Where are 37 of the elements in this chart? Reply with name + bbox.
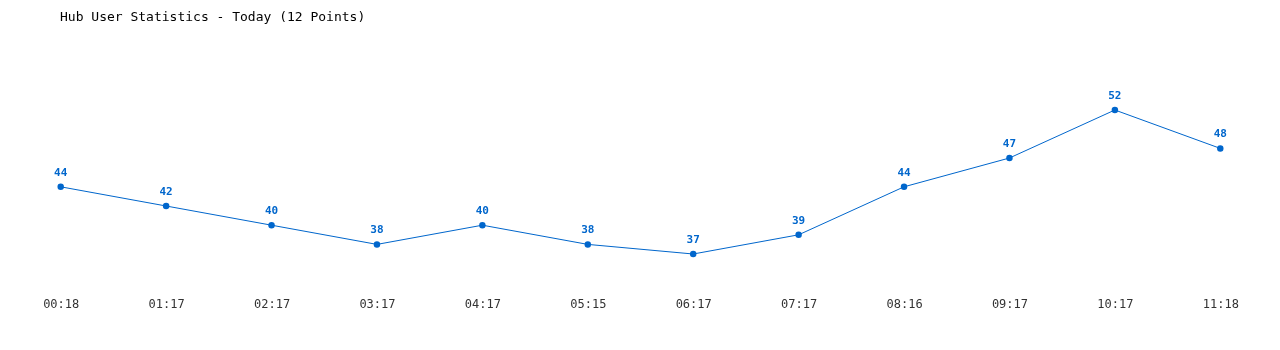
data-label: 40 bbox=[475, 204, 489, 218]
point bbox=[795, 231, 802, 239]
point bbox=[1006, 154, 1013, 162]
point bbox=[373, 241, 381, 248]
data-label: 44 bbox=[54, 165, 68, 179]
x-tick-label: 01:17 bbox=[148, 296, 185, 311]
data-label: 37 bbox=[686, 233, 700, 246]
data-label: 40 bbox=[264, 204, 279, 218]
x-tick-label: 05:15 bbox=[570, 296, 607, 311]
x-tick-label: 06:17 bbox=[675, 296, 712, 311]
x-tick-label: 11:18 bbox=[1202, 296, 1239, 311]
point bbox=[1217, 145, 1224, 152]
x-tick-label: 10:17 bbox=[1097, 296, 1134, 311]
data-label: 38 bbox=[370, 223, 384, 237]
point bbox=[162, 202, 170, 210]
x-tick-label: 08:16 bbox=[886, 296, 923, 311]
data-label: 47 bbox=[1002, 137, 1017, 150]
point bbox=[1111, 106, 1119, 114]
x-tick-label: 00:18 bbox=[43, 296, 80, 311]
point bbox=[584, 241, 592, 248]
data-label: 48 bbox=[1213, 127, 1227, 141]
data-label: 44 bbox=[897, 165, 912, 179]
point bbox=[268, 221, 275, 229]
data-label: 39 bbox=[792, 213, 806, 227]
x-tick-label: 07:17 bbox=[781, 296, 818, 311]
data-label: 42 bbox=[159, 185, 173, 198]
point bbox=[57, 183, 64, 191]
point bbox=[900, 183, 908, 191]
x-tick-label: 09:17 bbox=[991, 296, 1029, 311]
x-tick-label: 02:17 bbox=[253, 296, 291, 311]
chart-title: Hub User Statistics - Today (12 Points) bbox=[60, 9, 366, 24]
data-label: 38 bbox=[581, 223, 595, 237]
point bbox=[479, 221, 486, 229]
x-tick-label: 04:17 bbox=[464, 296, 501, 311]
point bbox=[689, 250, 697, 258]
x-tick-label: 03:17 bbox=[359, 296, 396, 311]
data-label: 52 bbox=[1108, 89, 1122, 102]
